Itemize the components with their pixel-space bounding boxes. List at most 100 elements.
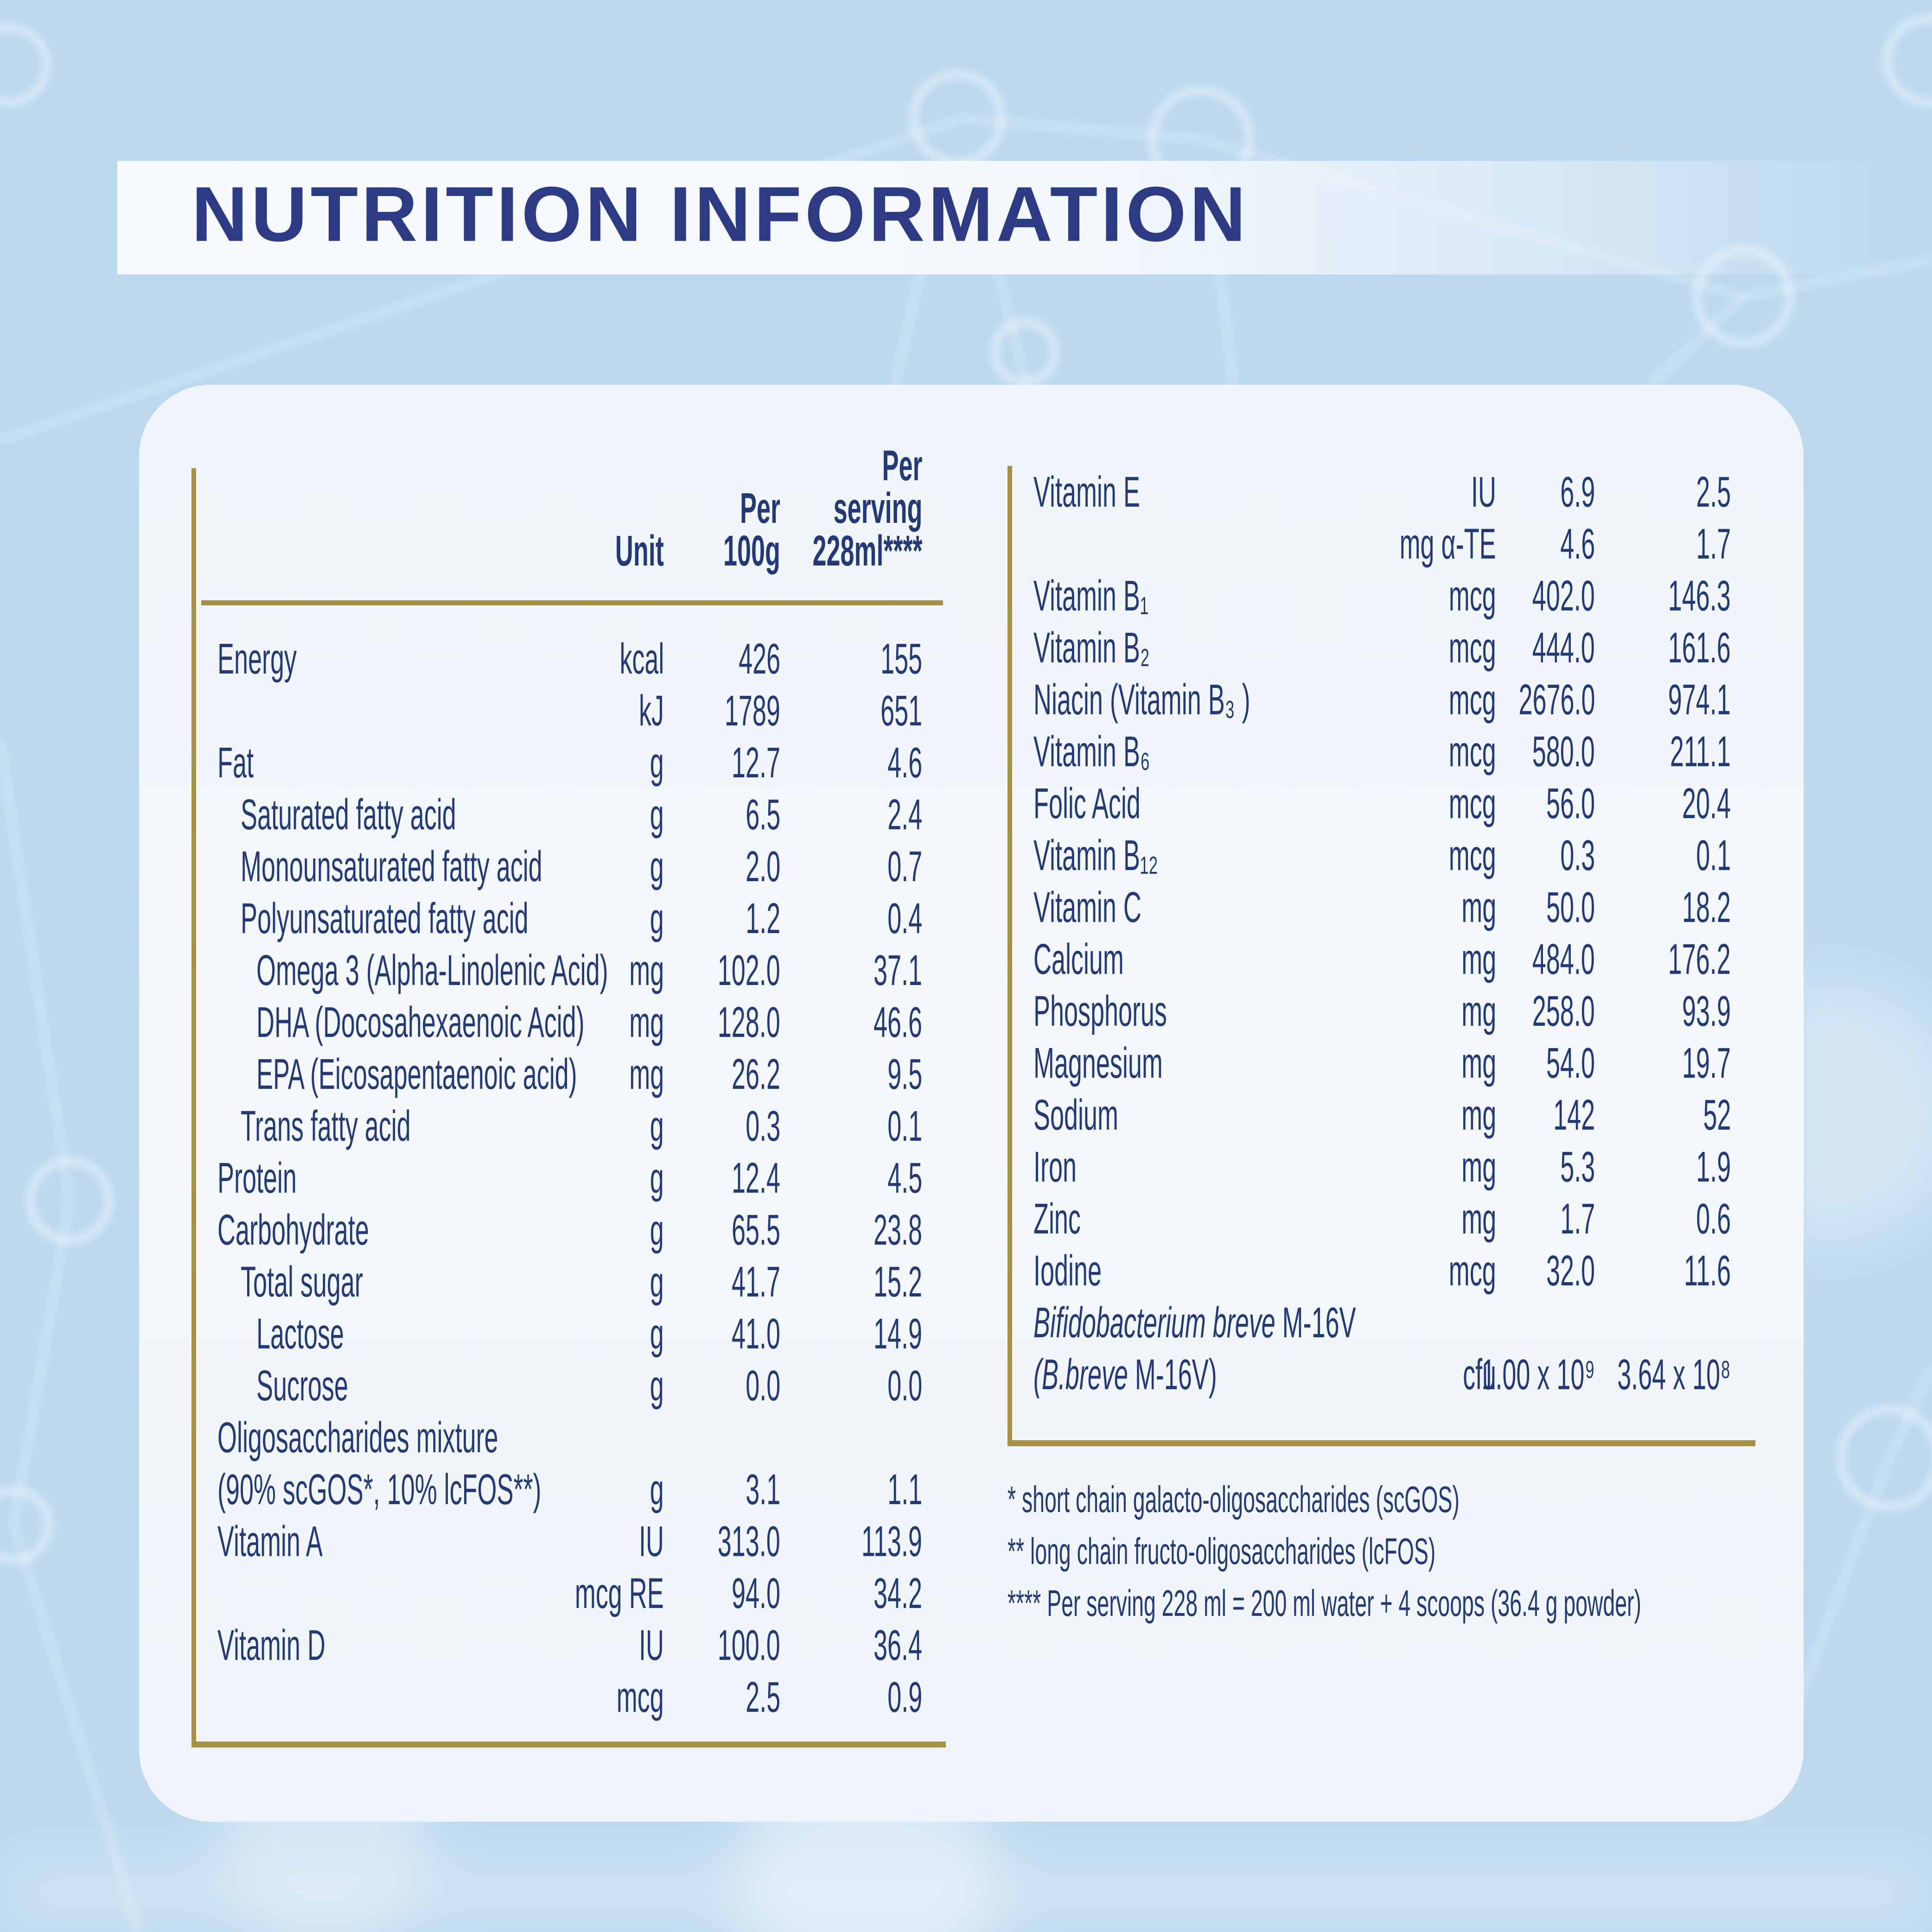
nutrient-label: Sodium (1033, 1091, 1118, 1139)
unit-value: mg (1461, 935, 1496, 983)
per-serving-value: 18.2 (1682, 883, 1731, 931)
per-100g-value: 54.0 (1546, 1039, 1595, 1087)
table-header: Unit Per 100g Per serving 228ml**** (191, 444, 946, 588)
per-serving-value: 1.1 (887, 1465, 922, 1513)
unit-value: g (650, 1361, 664, 1410)
table-row: Vitamin D IU 100.0 36.4 (191, 1619, 946, 1671)
nutrient-label: Energy (217, 635, 297, 683)
per-serving-value: 14.9 (874, 1309, 922, 1358)
unit-value: kJ (639, 686, 664, 735)
table-row: Magnesium mg 54.0 19.7 (1007, 1037, 1755, 1089)
table-row: Saturated fatty acid g 6.5 2.4 (191, 788, 946, 840)
table-row: Protein g 12.4 4.5 (191, 1152, 946, 1204)
per-100g-value: 402.0 (1532, 572, 1595, 620)
table-row: Vitamin C mg 50.0 18.2 (1007, 881, 1755, 933)
table-row: kJ 1789 651 (191, 685, 946, 737)
per-serving-value: 0.1 (887, 1102, 922, 1150)
table-row: Vitamin B₂ mcg 444.0 161.6 (1007, 622, 1755, 674)
nutrient-label: Vitamin D (217, 1621, 325, 1669)
unit-value: mg (629, 1050, 664, 1098)
per-serving-value: 52 (1702, 1091, 1731, 1139)
nutrient-label: Vitamin B₁₂ (1033, 831, 1158, 879)
nutrition-table-right: Vitamin E IU 6.9 2.5 mg α-TE 4.6 1.7 Vitamin B₁… (1007, 466, 1755, 1446)
nutrient-label: Protein (217, 1154, 297, 1202)
table-row: Monounsaturated fatty acid g 2.0 0.7 (191, 840, 946, 892)
unit-value: g (650, 1102, 664, 1150)
nutrient-label: Zinc (1033, 1195, 1081, 1243)
unit-value: mg (1461, 1195, 1496, 1243)
table-row: Calcium mg 484.0 176.2 (1007, 933, 1755, 985)
per-serving-value: 0.4 (887, 894, 922, 942)
nutrient-label: Total sugar (241, 1258, 363, 1306)
per-100g-value: 41.0 (732, 1309, 780, 1358)
per-100g-value: 1.2 (746, 894, 780, 942)
per-100g-value: 6.9 (1560, 468, 1595, 516)
per-serving-value: 161.6 (1668, 623, 1731, 672)
per-serving-value: 9.5 (887, 1050, 922, 1098)
per-serving-value: 155 (880, 635, 922, 683)
unit-value: mcg (1449, 623, 1496, 672)
per-serving-value: 146.3 (1668, 572, 1731, 620)
column-header-per-serving: Per serving 228ml**** (812, 441, 922, 575)
unit-value: IU (639, 1517, 664, 1565)
per-serving-value: 176.2 (1668, 935, 1731, 983)
per-serving-value: 19.7 (1682, 1039, 1731, 1087)
footnote-lcfos: ** long chain fructo-oligosaccharides (l… (1007, 1531, 1436, 1572)
per-100g-value: 0.0 (746, 1361, 780, 1410)
unit-value: mg (1461, 987, 1496, 1035)
per-100g-value: 313.0 (718, 1517, 780, 1565)
per-serving-value: 4.6 (887, 738, 922, 787)
nutrient-label: Vitamin B₁ (1033, 572, 1149, 620)
footnote-scgos: * short chain galacto-oligosaccharides (… (1007, 1479, 1460, 1520)
nutrient-label: Vitamin A (217, 1517, 323, 1565)
unit-value: g (650, 790, 664, 839)
page-title: NUTRITION INFORMATION (191, 170, 1249, 258)
per-serving-value: 974.1 (1668, 675, 1731, 724)
nutrient-label: Phosphorus (1033, 987, 1167, 1035)
per-serving-value: 37.1 (874, 946, 922, 994)
per-100g-value: 26.2 (732, 1050, 780, 1098)
nutrition-table-left: Unit Per 100g Per serving 228ml**** Ener… (191, 444, 946, 1748)
nutrient-label: Iodine (1033, 1246, 1102, 1295)
table-row: DHA (Docosahexaenoic Acid) mg 128.0 46.6 (191, 996, 946, 1048)
nutrient-label: (90% scGOS*, 10% lcFOS**) (217, 1465, 542, 1513)
unit-value: g (650, 842, 664, 890)
per-100g-value: 56.0 (1546, 779, 1595, 827)
nutrition-card (139, 385, 1804, 1822)
per-100g-value: 3.1 (746, 1465, 780, 1513)
nutrient-label: Lactose (256, 1309, 344, 1358)
unit-value: g (650, 1309, 664, 1358)
unit-value: mcg (1449, 572, 1496, 620)
unit-value: IU (1471, 468, 1496, 516)
header-divider (201, 600, 943, 605)
per-serving-value: 20.4 (1682, 779, 1731, 827)
table-row: Oligosaccharides mixture (191, 1411, 946, 1463)
nutrient-label: DHA (Docosahexaenoic Acid) (256, 998, 585, 1046)
nutrient-label: Folic Acid (1033, 779, 1141, 827)
unit-value: mcg (1449, 779, 1496, 827)
nutrient-label: Niacin (Vitamin B₃ ) (1033, 675, 1250, 724)
table-row: Phosphorus mg 258.0 93.9 (1007, 985, 1755, 1037)
table-row: Iodine mcg 32.0 11.6 (1007, 1245, 1755, 1296)
column-header-per-100g: Per 100g (723, 484, 780, 575)
per-100g-value: 484.0 (1532, 935, 1595, 983)
unit-value: g (650, 1258, 664, 1306)
nutrient-label: Oligosaccharides mixture (217, 1413, 498, 1462)
per-100g-value: 50.0 (1546, 883, 1595, 931)
per-100g-value: 12.7 (732, 738, 780, 787)
unit-value: mg (629, 946, 664, 994)
per-serving-value: 2.4 (887, 790, 922, 839)
column-header-unit: Unit (615, 527, 664, 575)
nutrient-label: Sucrose (256, 1361, 348, 1410)
per-100g-value: 2676.0 (1518, 675, 1595, 724)
per-100g-value: 444.0 (1532, 623, 1595, 672)
table-row: Vitamin A IU 313.0 113.9 (191, 1515, 946, 1567)
unit-value: mg α-TE (1400, 520, 1496, 568)
unit-value: mcg RE (575, 1569, 664, 1617)
unit-value: mcg (1449, 727, 1496, 775)
per-serving-value (1007, 1296, 1731, 1348)
table-row: Omega 3 (Alpha-Linolenic Acid) mg 102.0 37.… (191, 944, 946, 996)
unit-value: mg (1461, 1143, 1496, 1191)
table-row: mcg 2.5 0.9 (191, 1671, 946, 1723)
table-row: Niacin (Vitamin B₃ ) mcg 2676.0 974.1 (1007, 674, 1755, 725)
